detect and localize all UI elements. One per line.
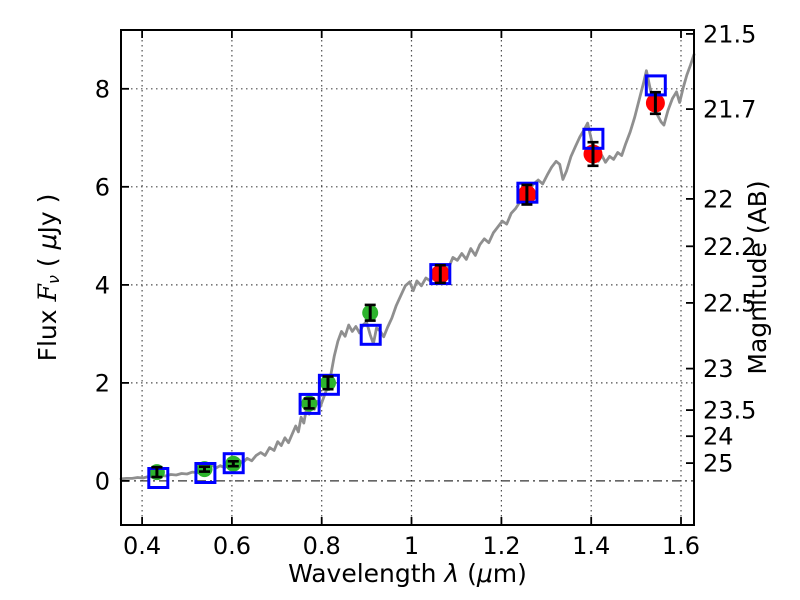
- data-series: [119, 53, 696, 489]
- x-tick-label: 0.6: [213, 532, 251, 560]
- y2-tick-label: 22.2: [703, 233, 756, 261]
- y2-tick-label: 21.5: [703, 20, 756, 48]
- model-photometry-point: [298, 392, 321, 415]
- y-axis-label-left: Flux Fν ( μJy ): [33, 194, 63, 362]
- y2-tick-label: 23: [703, 355, 734, 383]
- x-tick-label: 0.8: [303, 532, 341, 560]
- error-bar: [434, 263, 446, 285]
- model-photometry-point: [194, 462, 217, 484]
- grid-lines: [121, 30, 694, 525]
- error-bar: [199, 465, 210, 473]
- y-tick-label: 2: [95, 369, 110, 397]
- tick-labels: 0.4 0.6 0.8 1 1.2 1.4 1.60246821.521.72222.222…: [95, 20, 757, 560]
- x-tick-label: 0.4: [123, 532, 161, 560]
- x-tick-label: 1.4: [572, 532, 610, 560]
- y-tick-label: 0: [95, 467, 110, 495]
- galaxy-model-spectrum: [119, 53, 696, 481]
- error-bar: [364, 303, 376, 322]
- error-bar: [587, 140, 599, 168]
- model-photometry-point: [359, 323, 382, 346]
- y2-tick-label: 25: [703, 450, 734, 478]
- x-tick-label: 1: [404, 532, 419, 560]
- y-tick-label: 6: [95, 173, 110, 201]
- y2-tick-label: 23.5: [703, 397, 756, 425]
- y-axis-label-right: Magnitude (AB): [743, 180, 772, 374]
- y2-tick-label: 24: [703, 423, 734, 451]
- plot-frame: [120, 29, 695, 526]
- error-bar: [227, 459, 239, 468]
- y-tick-label: 4: [95, 271, 110, 299]
- y-tick-label: 8: [95, 75, 110, 103]
- error-bar: [649, 90, 661, 116]
- y2-tick-label: 22: [703, 185, 734, 213]
- y2-tick-label: 22.5: [703, 289, 756, 317]
- axis-ticks: [121, 30, 694, 525]
- x-tick-label: 1.2: [482, 532, 520, 560]
- x-tick-label: 1.6: [662, 532, 700, 560]
- error-bar: [303, 397, 315, 410]
- y2-tick-label: 21.7: [703, 96, 756, 124]
- error-bar: [151, 465, 163, 479]
- error-bar: [322, 375, 334, 391]
- model-photometry-point: [222, 452, 245, 475]
- error-bar: [521, 183, 533, 206]
- x-axis-label: Wavelength λ (μm): [288, 559, 527, 588]
